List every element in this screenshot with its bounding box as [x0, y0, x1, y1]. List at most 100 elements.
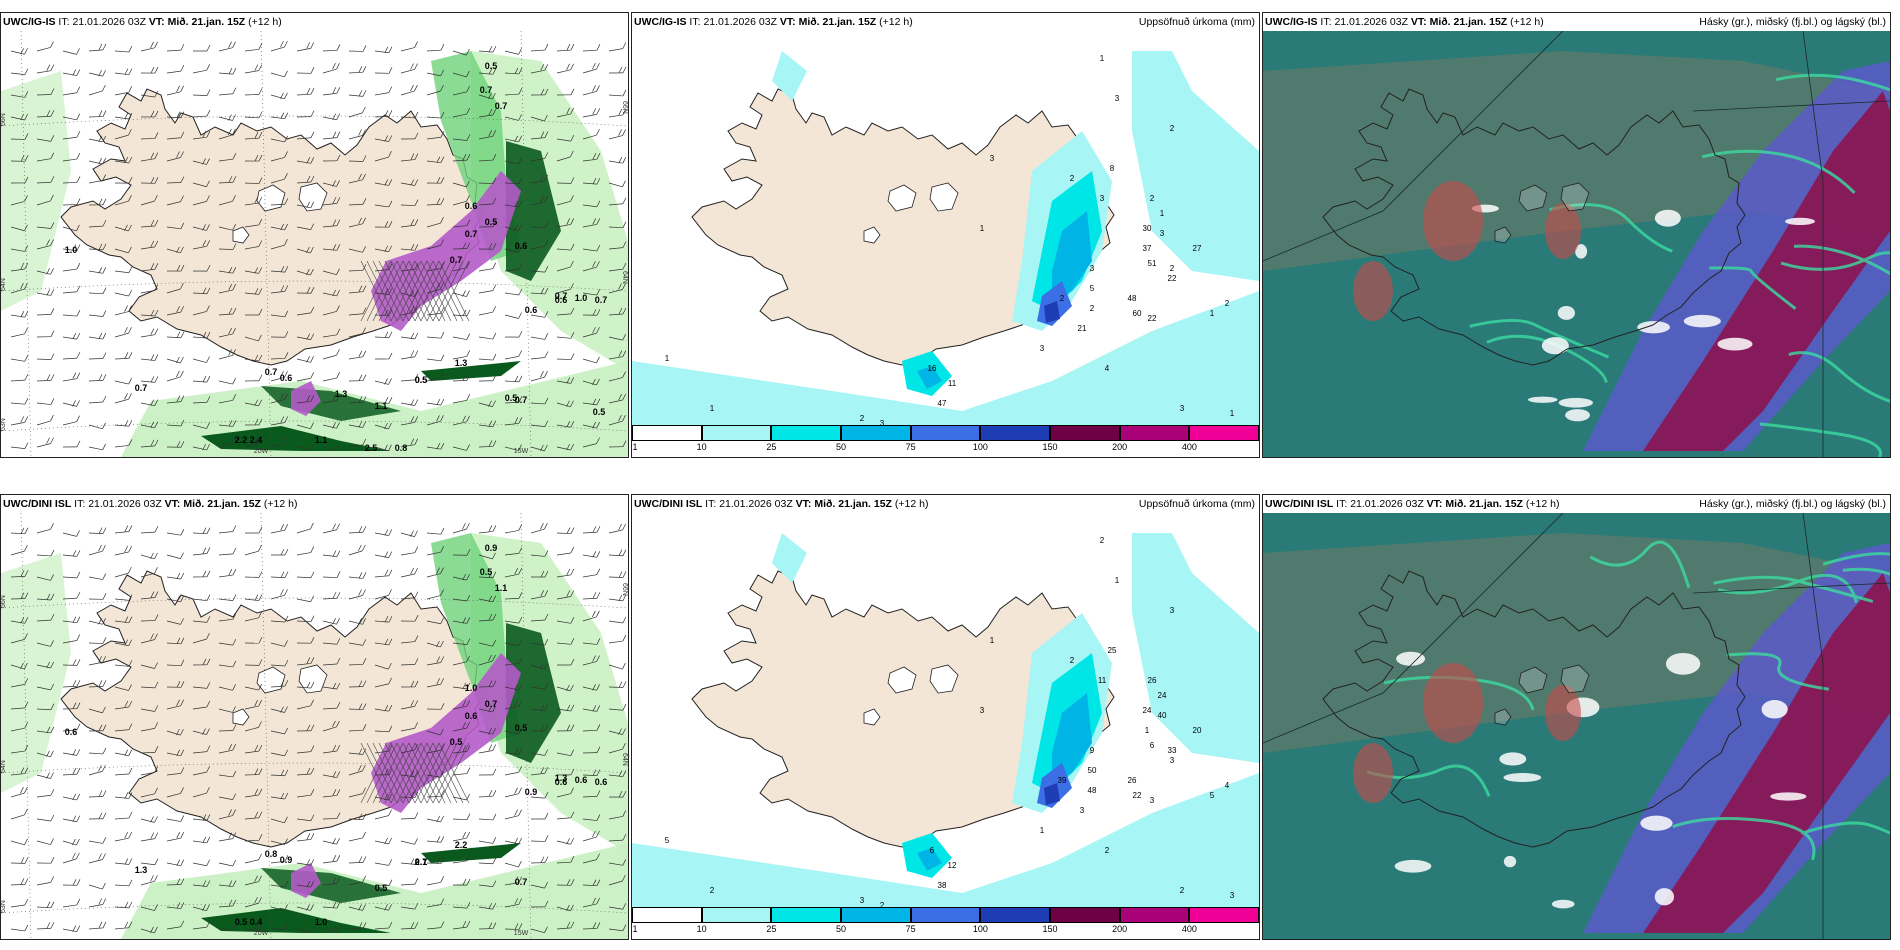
issue-time-value: 21.01.2026 03Z: [1350, 498, 1424, 510]
field-title: Hásky (gr.), miðský (fj.bl.) og lágský (…: [1699, 16, 1886, 28]
boundary-lines: [1263, 513, 1890, 939]
precip-areas: [772, 51, 1112, 396]
value-label: 38: [938, 881, 947, 890]
lon-label: 20W: [254, 448, 269, 455]
value-label: 1.0: [465, 683, 478, 693]
iceland-landmass: [691, 570, 1115, 848]
lat-label-right: 66N: [621, 583, 628, 596]
value-label: 27: [1193, 244, 1202, 253]
colorbar-segment: [1050, 425, 1120, 441]
lead-time: (+12 h): [263, 498, 298, 510]
iceland-landmass: [691, 88, 1115, 366]
value-label: 0.7: [450, 255, 463, 265]
value-label: 0.6: [595, 777, 608, 787]
value-label: 11: [1098, 676, 1107, 685]
colorbar-segment: [1189, 907, 1259, 923]
lat-label-right: 64N: [621, 271, 628, 284]
issue-time-label: IT:: [1336, 498, 1348, 510]
colorbar-segment: [980, 907, 1050, 923]
wind-barbs: [10, 522, 627, 934]
value-label: 0.5: [415, 375, 428, 385]
issue-time-label: IT:: [74, 498, 86, 510]
value-label: 2: [1105, 846, 1110, 855]
value-label: 25: [1108, 646, 1117, 655]
lat-label: 64N: [1, 278, 7, 291]
value-label: 1: [1040, 826, 1045, 835]
colorbar-segment: [1050, 907, 1120, 923]
crosshatch-area: [360, 260, 470, 322]
colorbar-segment: [980, 425, 1050, 441]
value-label: 0.9: [525, 787, 538, 797]
iceland-landmass: [1322, 88, 1746, 366]
colorbar-segment: [1119, 907, 1190, 923]
value-label: 2.2: [235, 435, 248, 445]
value-label: 2: [1170, 264, 1175, 273]
value-label: 0.5: [480, 567, 493, 577]
value-label: 2.4: [250, 435, 263, 445]
value-label: 1.3: [455, 358, 468, 368]
model-name: UWC/DINI ISL: [3, 498, 72, 510]
value-labels: 1323123821322730375122213522486022211611…: [665, 54, 1235, 425]
value-label: 1.0: [575, 293, 588, 303]
value-label: 0.5: [450, 737, 463, 747]
value-label: 9: [1090, 746, 1095, 755]
value-label: 4: [1105, 364, 1110, 373]
lat-label: 63N: [1, 418, 7, 431]
valid-time-value: Mið. 21.jan. 15Z: [798, 16, 877, 28]
value-label: 30: [1143, 224, 1152, 233]
model-name: UWC/IG-IS: [3, 16, 56, 28]
value-label: 2.2: [455, 840, 468, 850]
value-label: 2: [1170, 124, 1175, 133]
colorbar-segment: [1119, 425, 1190, 441]
value-label: 48: [1128, 294, 1137, 303]
issue-time-value: 21.01.2026 03Z: [88, 498, 162, 510]
map-svg: 2131321125262440332024163459503948262233…: [632, 533, 1259, 907]
colorbar-tick: 25: [766, 442, 777, 452]
map-svg: [1263, 31, 1890, 457]
value-label: 33: [1168, 746, 1177, 755]
lon-label: 15W: [514, 448, 529, 455]
value-label: 1: [1210, 309, 1215, 318]
high-wind-area: [291, 171, 521, 416]
iceland-landmass: [1322, 570, 1746, 848]
value-label: 0.6: [525, 305, 538, 315]
value-label: 0.7: [555, 291, 568, 301]
colorbar-tick: 75: [905, 442, 916, 452]
value-label: 1.3: [335, 389, 348, 399]
value-label: 3: [1115, 94, 1120, 103]
issue-time-label: IT:: [1320, 16, 1332, 28]
value-label: 1.0: [65, 245, 78, 255]
value-label: 4: [1225, 781, 1230, 790]
value-label: 26: [1148, 676, 1157, 685]
lead-time: (+12 h): [894, 498, 929, 510]
value-label: 22: [1148, 314, 1157, 323]
value-label: 16: [928, 364, 937, 373]
value-label: 1: [665, 354, 670, 363]
value-label: 5: [665, 836, 670, 845]
value-label: 1.3: [135, 865, 148, 875]
value-label: 2: [1060, 294, 1065, 303]
valid-time-value: Mið. 21.jan. 15Z: [1429, 16, 1508, 28]
value-labels: 0.50.70.71.00.70.60.50.70.60.7 1.00.60.6 0…: [65, 61, 608, 453]
map-area: [1263, 513, 1890, 939]
value-label: 0.5: [375, 883, 388, 893]
value-label: 1.3: [555, 773, 568, 783]
colorbar-segment: [1189, 425, 1259, 441]
value-label: 2: [880, 901, 885, 907]
issue-time-value: 21.01.2026 03Z: [72, 16, 146, 28]
value-label: 60: [1133, 309, 1142, 318]
value-label: 51: [1148, 259, 1157, 268]
value-label: 0.5: [235, 917, 248, 927]
value-label: 3: [1170, 606, 1175, 615]
colorbar-tick: 50: [835, 924, 847, 934]
value-label: 1: [980, 224, 985, 233]
value-label: 0.5: [515, 723, 528, 733]
value-label: 0.7: [415, 857, 428, 867]
value-label: 6: [930, 846, 935, 855]
panel-header: UWC/IG-IS IT: 21.01.2026 03Z VT: Mið. 21…: [1263, 13, 1890, 31]
value-label: 0.5: [485, 217, 498, 227]
value-label: 20: [1193, 726, 1202, 735]
value-label: 3: [1170, 756, 1175, 765]
colorbar-tick: 50: [835, 442, 847, 452]
